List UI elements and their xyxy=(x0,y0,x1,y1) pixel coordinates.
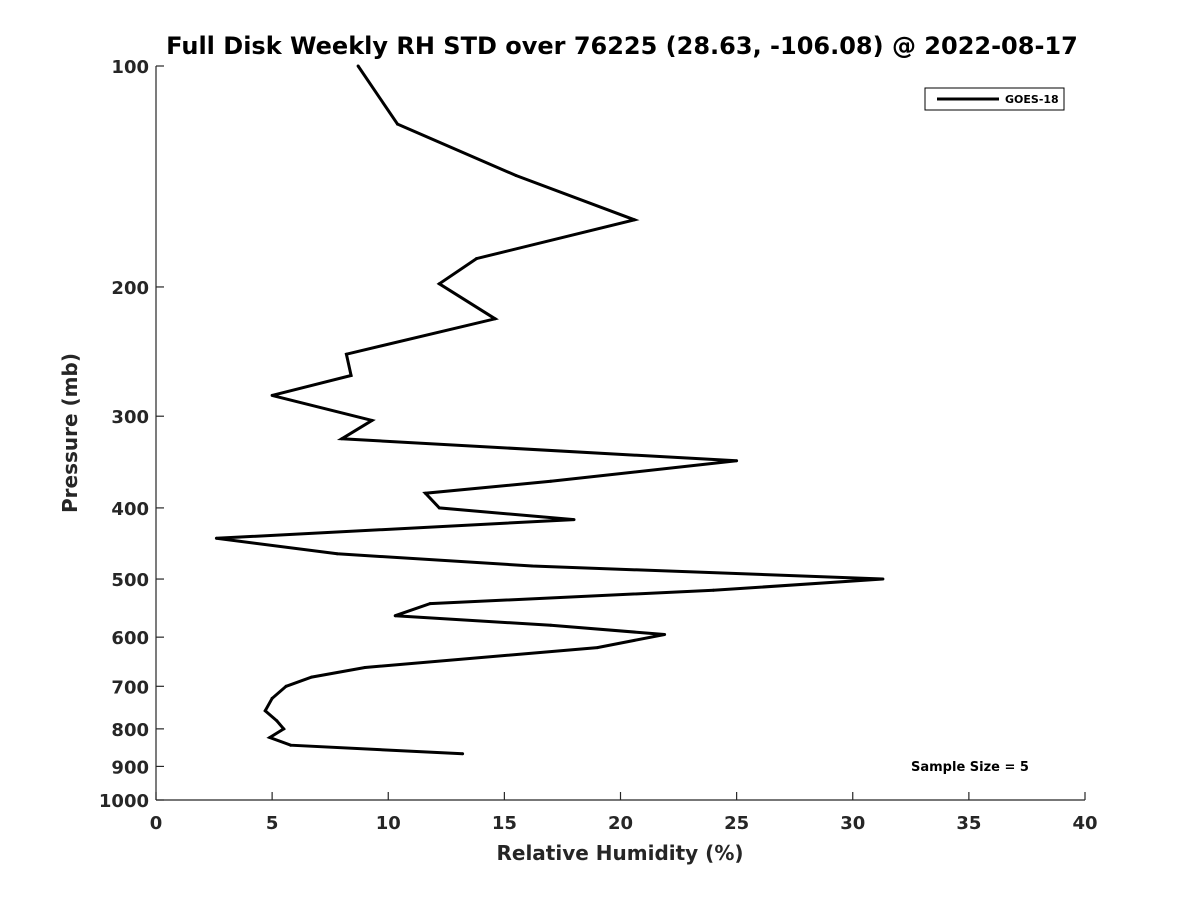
data-point xyxy=(735,459,739,463)
data-point xyxy=(549,623,553,627)
data-point xyxy=(263,709,267,713)
chart-title: Full Disk Weekly RH STD over 76225 (28.6… xyxy=(166,32,1078,60)
legend: GOES-18 xyxy=(924,87,1065,111)
y-tick-label: 400 xyxy=(111,499,149,520)
x-tick-label: 35 xyxy=(956,813,981,834)
x-tick-label: 10 xyxy=(376,813,401,834)
y-tick-label: 500 xyxy=(111,570,149,591)
y-tick-label: 600 xyxy=(111,628,149,649)
x-tick-label: 5 xyxy=(266,813,279,834)
x-tick-label: 30 xyxy=(840,813,865,834)
data-point xyxy=(475,257,478,261)
data-point xyxy=(493,317,497,321)
data-point xyxy=(423,491,427,495)
data-point xyxy=(514,174,518,177)
x-axis-label: Relative Humidity (%) xyxy=(496,841,743,865)
y-tick-label: 200 xyxy=(111,278,149,299)
data-point xyxy=(356,64,360,68)
data-point xyxy=(284,684,288,688)
y-tick-label: 100 xyxy=(111,57,149,78)
data-point xyxy=(310,675,314,679)
data-point xyxy=(340,437,344,441)
data-point xyxy=(461,752,465,756)
data-point xyxy=(363,666,367,669)
data-point xyxy=(881,577,885,581)
data-point xyxy=(396,122,399,126)
data-point xyxy=(428,602,432,606)
y-tick-label: 1000 xyxy=(99,791,149,812)
data-point xyxy=(370,418,374,422)
data-point xyxy=(549,479,553,483)
data-point xyxy=(270,696,274,700)
data-point xyxy=(711,588,715,592)
legend-label: GOES-18 xyxy=(1005,93,1059,106)
y-tick-label: 800 xyxy=(111,720,149,741)
y-axis-label: Pressure (mb) xyxy=(58,353,82,513)
x-tick-label: 20 xyxy=(608,813,633,834)
x-tick-label: 40 xyxy=(1072,813,1097,834)
data-point xyxy=(437,282,441,286)
x-tick-label: 25 xyxy=(724,813,749,834)
series-group xyxy=(214,64,885,756)
data-point xyxy=(214,536,218,540)
sample-size-annotation: Sample Size = 5 xyxy=(911,760,1029,775)
data-point xyxy=(572,518,576,522)
x-ticks: 0 5 10 15 20 25 30 35 40 xyxy=(150,792,1098,834)
series-line-goes-18 xyxy=(216,65,883,756)
data-point xyxy=(663,633,667,636)
data-point xyxy=(335,552,339,556)
data-point xyxy=(282,727,286,731)
data-point xyxy=(595,646,599,650)
data-point xyxy=(393,614,397,618)
data-point xyxy=(289,743,293,747)
x-tick-label: 15 xyxy=(492,813,517,834)
data-point xyxy=(268,736,272,739)
y-tick-label: 300 xyxy=(111,407,149,428)
data-point xyxy=(275,719,279,723)
y-tick-label: 900 xyxy=(111,757,149,778)
data-point xyxy=(632,218,636,222)
data-point xyxy=(270,393,274,397)
y-ticks: 100 200 300 400 500 600 700 800 900 1000 xyxy=(99,57,164,812)
data-point xyxy=(437,506,441,510)
plot-area: 0 5 10 15 20 25 30 35 40 100 200 300 400 500 600 700 80… xyxy=(99,57,1098,834)
data-point xyxy=(344,352,348,356)
data-point xyxy=(530,564,534,568)
data-point xyxy=(349,374,353,377)
x-tick-label: 0 xyxy=(150,813,163,834)
y-tick-label: 700 xyxy=(111,677,149,698)
